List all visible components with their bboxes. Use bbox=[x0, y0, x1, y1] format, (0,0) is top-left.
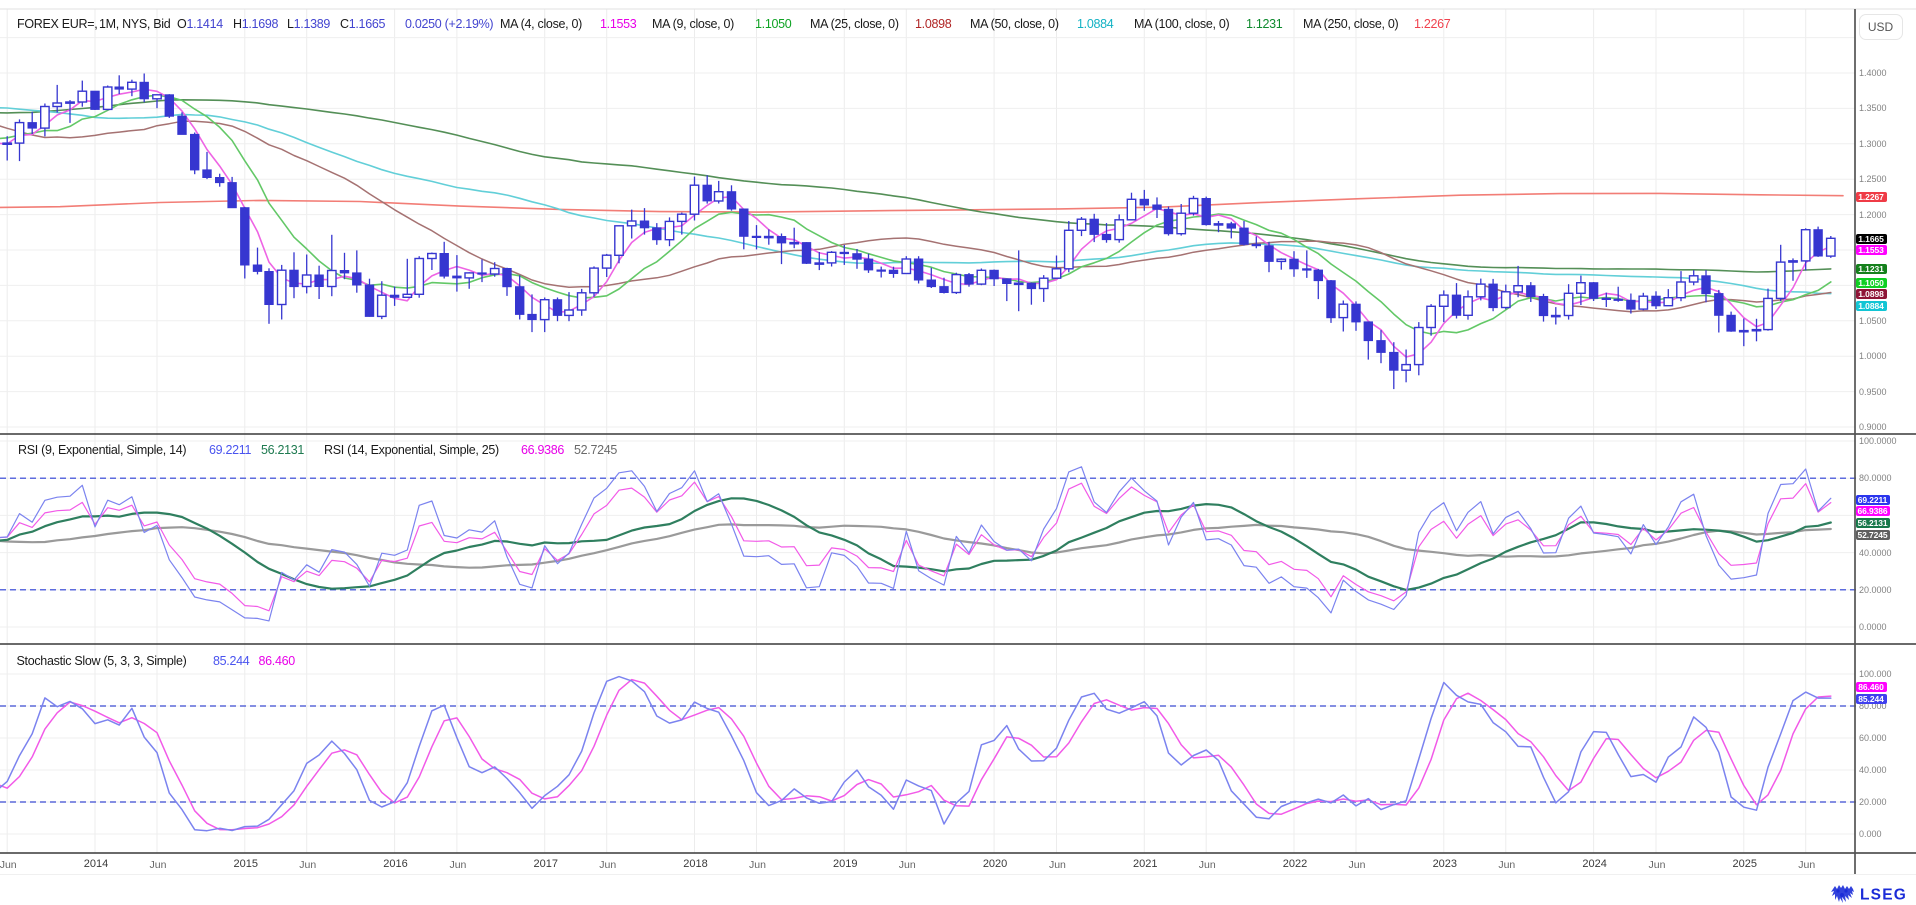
svg-text:LSEG: LSEG bbox=[1860, 887, 1907, 904]
